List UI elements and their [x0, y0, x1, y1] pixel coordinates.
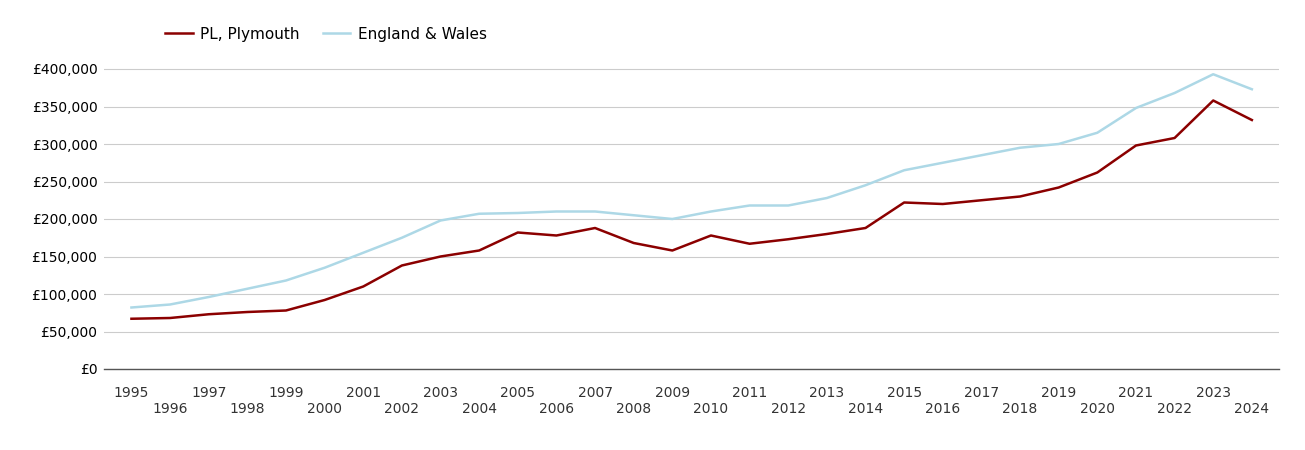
PL, Plymouth — [162, 315, 177, 321]
Text: 2005: 2005 — [500, 386, 535, 400]
Text: 2002: 2002 — [385, 402, 419, 416]
England & Wales — [857, 183, 873, 188]
PL, Plymouth — [1013, 194, 1028, 199]
PL, Plymouth — [1090, 170, 1105, 175]
Text: 2003: 2003 — [423, 386, 458, 400]
PL, Plymouth — [703, 233, 719, 238]
Text: 2007: 2007 — [578, 386, 612, 400]
PL, Plymouth — [433, 254, 449, 259]
England & Wales — [1090, 130, 1105, 135]
Text: 2001: 2001 — [346, 386, 381, 400]
PL, Plymouth — [278, 308, 294, 313]
Text: 2011: 2011 — [732, 386, 767, 400]
Text: 2004: 2004 — [462, 402, 497, 416]
Text: 2015: 2015 — [886, 386, 921, 400]
England & Wales — [394, 235, 410, 240]
Line: England & Wales: England & Wales — [132, 74, 1251, 307]
Text: 2009: 2009 — [655, 386, 690, 400]
Text: 1997: 1997 — [191, 386, 226, 400]
England & Wales — [317, 265, 333, 270]
PL, Plymouth — [1128, 143, 1143, 148]
England & Wales — [124, 305, 140, 310]
Text: 2012: 2012 — [771, 402, 805, 416]
Text: 2022: 2022 — [1158, 402, 1191, 416]
Text: 2014: 2014 — [848, 402, 883, 416]
England & Wales — [974, 153, 989, 158]
Text: 2008: 2008 — [616, 402, 651, 416]
England & Wales — [820, 195, 835, 201]
Text: 1998: 1998 — [230, 402, 265, 416]
England & Wales — [664, 216, 680, 222]
England & Wales — [162, 302, 177, 307]
PL, Plymouth — [317, 297, 333, 303]
PL, Plymouth — [780, 237, 796, 242]
PL, Plymouth — [394, 263, 410, 268]
England & Wales — [1244, 86, 1259, 92]
PL, Plymouth — [741, 241, 757, 247]
England & Wales — [355, 250, 371, 256]
England & Wales — [471, 211, 487, 216]
PL, Plymouth — [626, 240, 642, 246]
England & Wales — [897, 167, 912, 173]
PL, Plymouth — [240, 309, 256, 315]
PL, Plymouth — [587, 225, 603, 231]
Text: 2006: 2006 — [539, 402, 574, 416]
England & Wales — [587, 209, 603, 214]
Text: 2017: 2017 — [964, 386, 998, 400]
PL, Plymouth — [355, 284, 371, 289]
PL, Plymouth — [510, 230, 526, 235]
Text: 2013: 2013 — [809, 386, 844, 400]
Text: 2018: 2018 — [1002, 402, 1037, 416]
PL, Plymouth — [897, 200, 912, 205]
England & Wales — [1013, 145, 1028, 150]
Text: 2024: 2024 — [1235, 402, 1270, 416]
England & Wales — [1051, 141, 1066, 147]
Text: 2000: 2000 — [307, 402, 342, 416]
England & Wales — [433, 218, 449, 223]
Text: 2021: 2021 — [1118, 386, 1154, 400]
England & Wales — [1206, 72, 1221, 77]
England & Wales — [278, 278, 294, 283]
England & Wales — [780, 203, 796, 208]
Line: PL, Plymouth: PL, Plymouth — [132, 100, 1251, 319]
England & Wales — [1167, 90, 1182, 96]
PL, Plymouth — [934, 201, 950, 207]
PL, Plymouth — [1167, 135, 1182, 141]
Legend: PL, Plymouth, England & Wales: PL, Plymouth, England & Wales — [159, 21, 493, 48]
PL, Plymouth — [124, 316, 140, 321]
Text: 1996: 1996 — [153, 402, 188, 416]
PL, Plymouth — [471, 248, 487, 253]
England & Wales — [240, 286, 256, 292]
PL, Plymouth — [1206, 98, 1221, 103]
PL, Plymouth — [1244, 117, 1259, 123]
PL, Plymouth — [1051, 185, 1066, 190]
England & Wales — [934, 160, 950, 166]
PL, Plymouth — [548, 233, 564, 238]
Text: 2010: 2010 — [693, 402, 728, 416]
Text: 2023: 2023 — [1195, 386, 1231, 400]
England & Wales — [1128, 105, 1143, 111]
Text: 1999: 1999 — [269, 386, 304, 400]
England & Wales — [703, 209, 719, 214]
England & Wales — [741, 203, 757, 208]
England & Wales — [510, 210, 526, 216]
England & Wales — [626, 212, 642, 218]
Text: 2020: 2020 — [1079, 402, 1114, 416]
PL, Plymouth — [201, 311, 217, 317]
PL, Plymouth — [664, 248, 680, 253]
England & Wales — [548, 209, 564, 214]
Text: 2019: 2019 — [1041, 386, 1077, 400]
Text: 1995: 1995 — [114, 386, 149, 400]
PL, Plymouth — [820, 231, 835, 237]
PL, Plymouth — [974, 198, 989, 203]
Text: 2016: 2016 — [925, 402, 960, 416]
PL, Plymouth — [857, 225, 873, 231]
England & Wales — [201, 294, 217, 300]
